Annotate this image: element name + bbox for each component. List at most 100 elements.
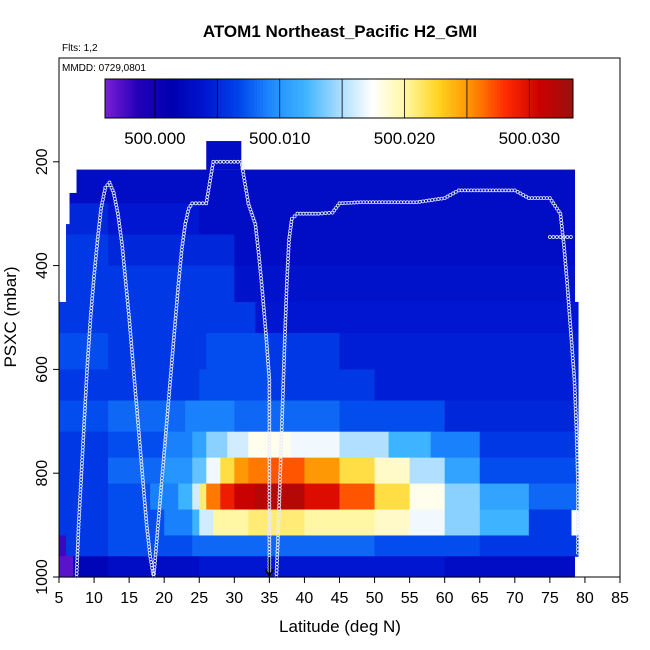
heatmap-cell — [150, 483, 179, 511]
heatmap-cell — [255, 301, 576, 334]
x-tick-label: 80 — [576, 590, 594, 607]
heatmap-cell — [444, 509, 481, 537]
heatmap-cell — [59, 483, 67, 511]
track-marker — [556, 209, 561, 214]
heatmap-cell — [76, 169, 123, 204]
heatmap-cell — [241, 234, 576, 267]
colorbar-swatch — [464, 79, 469, 118]
heatmap-cell — [122, 431, 165, 459]
colorbar-swatch — [362, 79, 366, 118]
x-tick-label: 50 — [366, 590, 384, 607]
heatmap-cells — [59, 141, 579, 578]
latitude-arrow-marker — [264, 557, 275, 578]
track-marker — [576, 550, 580, 555]
colorbar-swatch — [210, 79, 214, 118]
heatmap-cell — [206, 483, 221, 511]
track-marker — [524, 194, 528, 199]
heatmap-cell — [339, 431, 390, 459]
colorbar-swatch — [485, 79, 489, 118]
track-marker — [235, 159, 240, 164]
heatmap-cell — [241, 301, 256, 334]
colorbar-swatch — [470, 79, 474, 118]
colorbar-swatch — [330, 79, 334, 118]
flight-track-markers — [74, 159, 580, 579]
colorbar-swatch — [359, 79, 363, 118]
heatmap-cell — [234, 400, 242, 433]
track-marker — [225, 159, 230, 164]
track-marker — [103, 185, 108, 190]
colorbar-swatch — [186, 79, 191, 118]
colorbar-swatch — [183, 79, 188, 118]
track-marker — [445, 194, 450, 199]
colorbar-swatch — [438, 79, 442, 118]
colorbar-swatch — [406, 79, 410, 118]
track-marker — [320, 211, 324, 216]
heatmap-cell — [199, 369, 207, 402]
colorbar-swatch — [260, 79, 264, 118]
heatmap-cell — [108, 265, 123, 303]
track-marker — [576, 540, 580, 545]
colorbar-swatch — [523, 79, 527, 118]
heatmap-cell — [192, 431, 207, 459]
heatmap-cell — [108, 457, 123, 485]
y-axis: 200 400 600 800 1000 — [34, 148, 59, 595]
colorbar-swatch — [385, 79, 390, 118]
colorbar-swatch — [514, 79, 518, 118]
colorbar-swatch — [412, 79, 416, 118]
heatmap-cell — [66, 556, 71, 578]
colorbar-swatch — [125, 79, 129, 118]
colorbar-swatch — [145, 79, 150, 118]
track-marker — [211, 159, 216, 164]
heatmap-cell — [76, 400, 109, 433]
colorbar-swatch — [280, 79, 284, 118]
heatmap-cell — [374, 483, 411, 511]
heatmap-cell — [178, 483, 193, 511]
heatmap-cell — [69, 265, 78, 303]
colorbar-swatch — [532, 79, 536, 118]
date-annotation: MMDD: 0729,0801 — [62, 63, 146, 74]
track-marker — [576, 527, 580, 531]
y-axis-label: PSXC (mbar) — [1, 266, 20, 367]
heatmap-cell — [409, 483, 446, 511]
heatmap-cell — [304, 509, 376, 537]
colorbar-swatch — [426, 79, 431, 118]
colorbar-swatch — [318, 79, 322, 118]
colorbar-swatch — [172, 79, 176, 118]
heatmap-cell — [388, 431, 432, 459]
heatmap-cell — [528, 509, 572, 537]
heatmap-cell — [241, 509, 249, 537]
heatmap-cell — [192, 509, 200, 537]
track-marker — [334, 206, 338, 210]
flight-track-1 — [74, 180, 156, 579]
colorbar-swatch — [110, 79, 115, 118]
x-tick-label: 45 — [331, 590, 349, 607]
colorbar-swatch — [476, 79, 480, 118]
colorbar-swatch — [561, 79, 565, 118]
track-marker — [554, 235, 559, 239]
heatmap-cell — [206, 535, 242, 557]
colorbar-swatch — [254, 79, 258, 118]
track-marker — [576, 530, 580, 535]
colorbar-swatch — [107, 79, 112, 118]
colorbar-swatch — [458, 79, 463, 118]
heatmap-cell — [59, 457, 67, 485]
heatmap-cell — [574, 431, 579, 459]
heatmap-cell — [339, 483, 376, 511]
colorbar-swatch — [397, 79, 401, 118]
colorbar-swatch — [166, 79, 170, 118]
track-marker — [576, 517, 580, 522]
heatmap-cell — [234, 483, 242, 511]
colorbar-swatch — [233, 79, 238, 118]
heatmap-cell — [108, 483, 123, 511]
colorbar-swatch — [257, 79, 261, 118]
colorbar-swatch — [529, 79, 533, 118]
track-marker — [551, 201, 556, 206]
colorbar-swatch — [137, 79, 141, 118]
heatmap-cell — [241, 483, 256, 511]
heatmap-cell — [374, 535, 481, 557]
colorbar-swatch — [239, 79, 243, 118]
track-marker — [558, 235, 563, 239]
colorbar — [104, 78, 574, 119]
colorbar-swatch — [157, 79, 161, 118]
colorbar-swatch — [251, 79, 255, 118]
